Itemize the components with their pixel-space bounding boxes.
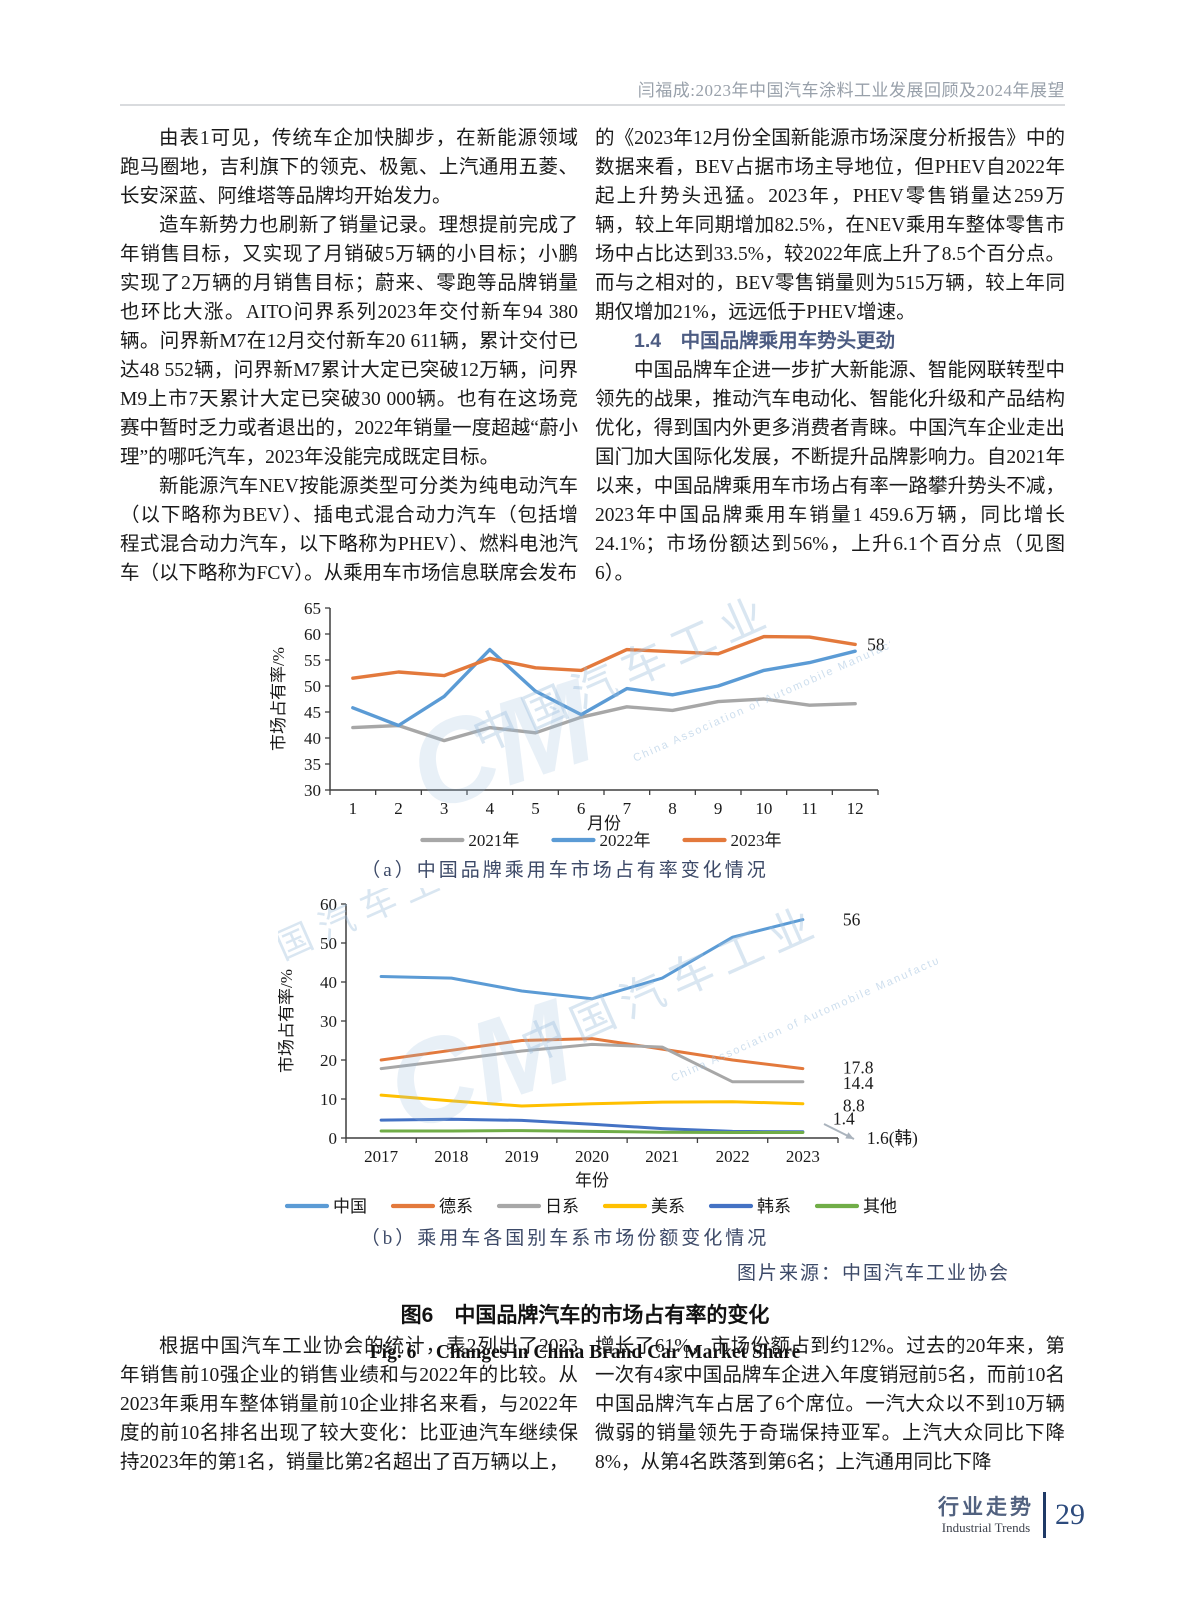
svg-text:韩系: 韩系 [757, 1197, 791, 1216]
running-head: 闫福成:2023年中国汽车涂料工业发展回顾及2024年展望 [637, 81, 1065, 100]
svg-text:5: 5 [531, 799, 540, 818]
svg-text:市场占有率/%: 市场占有率/% [278, 969, 296, 1073]
chart-market-share-by-origin: CM 中国汽车工业 中国汽车工业 China Association of Au… [278, 888, 938, 1218]
svg-text:1: 1 [349, 799, 358, 818]
svg-text:3: 3 [440, 799, 449, 818]
svg-text:美系: 美系 [651, 1197, 685, 1216]
figure-6: CM 中国汽车工业 China Association of Automobil… [120, 598, 1065, 1364]
figure-source: 图片来源：中国汽车工业协会 [736, 1263, 1010, 1284]
svg-text:45: 45 [304, 703, 321, 722]
svg-text:40: 40 [320, 973, 337, 992]
svg-text:30: 30 [320, 1012, 337, 1031]
footer-section-en: Industrial Trends [941, 1519, 1031, 1535]
paragraph: 新能源汽车NEV按能源类型可分类为纯电动汽车（以下略称为BEV）、插电式混合动力… [120, 476, 578, 584]
svg-text:65: 65 [304, 599, 321, 618]
svg-text:17.8: 17.8 [843, 1058, 874, 1078]
svg-text:1.4: 1.4 [833, 1109, 855, 1129]
paragraph: 增长了61%，市场份额占到约12%。过去的20年来，第一次有4家中国品牌车企进入… [595, 1336, 1065, 1473]
svg-text:2021: 2021 [645, 1147, 679, 1166]
header-rule [120, 104, 1065, 106]
svg-text:56: 56 [843, 910, 861, 930]
svg-text:9: 9 [714, 799, 723, 818]
paragraph: 由表1可见，传统车企加快脚步，在新能源领域跑马圈地，吉利旗下的领克、极氪、上汽通… [120, 128, 578, 207]
svg-text:58: 58 [867, 634, 885, 654]
column-bottom-left: 根据中国汽车工业协会的统计，表2列出了2023年销售前10强企业的销售业绩和与2… [120, 1332, 578, 1477]
paragraph: 的《2023年12月份全国新能源市场深度分析报告》中的数据来看，BEV占据市场主… [595, 128, 1065, 323]
paragraph: 根据中国汽车工业协会的统计，表2列出了2023年销售前10强企业的销售业绩和与2… [120, 1336, 578, 1473]
figure-title-zh: 图6 中国品牌汽车的市场占有率的变化 [400, 1304, 770, 1327]
svg-text:1.6(韩): 1.6(韩) [867, 1128, 918, 1148]
svg-text:2023: 2023 [786, 1147, 820, 1166]
column-bottom-right: 增长了61%，市场份额占到约12%。过去的20年来，第一次有4家中国品牌车企进入… [595, 1332, 1065, 1477]
svg-text:其他: 其他 [863, 1197, 897, 1216]
svg-text:8.8: 8.8 [843, 1096, 865, 1116]
svg-text:50: 50 [320, 934, 337, 953]
svg-text:2: 2 [394, 799, 403, 818]
svg-text:7: 7 [623, 799, 632, 818]
svg-text:60: 60 [304, 625, 321, 644]
svg-text:2018: 2018 [434, 1147, 468, 1166]
column-top-right: 的《2023年12月份全国新能源市场深度分析报告》中的数据来看，BEV占据市场主… [595, 124, 1065, 588]
caption-b: （b）乘用车各国别车系市场份额变化情况 [360, 1228, 770, 1249]
svg-text:2019: 2019 [505, 1147, 539, 1166]
svg-text:60: 60 [320, 895, 337, 914]
svg-text:12: 12 [847, 799, 864, 818]
footer-section: 行业走势 Industrial Trends [938, 1496, 1034, 1535]
svg-text:11: 11 [801, 799, 817, 818]
svg-text:日系: 日系 [545, 1197, 579, 1216]
svg-text:10: 10 [320, 1090, 337, 1109]
svg-text:2022: 2022 [716, 1147, 750, 1166]
svg-text:35: 35 [304, 755, 321, 774]
svg-text:0: 0 [329, 1129, 338, 1148]
chart-market-share-monthly: CM 中国汽车工业 China Association of Automobil… [270, 598, 890, 850]
section-heading: 1.4 中国品牌乘用车势头更劲 [634, 330, 896, 352]
svg-text:2017: 2017 [364, 1147, 399, 1166]
svg-text:10: 10 [755, 799, 772, 818]
svg-text:8: 8 [668, 799, 677, 818]
column-top-left: 由表1可见，传统车企加快脚步，在新能源领域跑马圈地，吉利旗下的领克、极氪、上汽通… [120, 124, 578, 588]
paragraph: 造车新势力也刷新了销量记录。理想提前完成了年销售目标，又实现了月销破5万辆的小目… [120, 215, 578, 468]
svg-text:40: 40 [304, 729, 321, 748]
svg-text:德系: 德系 [439, 1197, 473, 1216]
svg-text:50: 50 [304, 677, 321, 696]
svg-text:2022年: 2022年 [599, 831, 650, 850]
svg-text:2023年: 2023年 [731, 831, 782, 850]
svg-text:市场占有率/%: 市场占有率/% [270, 647, 288, 751]
svg-text:6: 6 [577, 799, 586, 818]
svg-text:年份: 年份 [575, 1171, 609, 1190]
paragraph: 中国品牌车企进一步扩大新能源、智能网联转型中领先的战果，推动汽车电动化、智能化升… [595, 360, 1065, 584]
page-footer: 行业走势 Industrial Trends 29 [938, 1492, 1085, 1538]
line-chart-b: 0 10 20 30 40 50 60 2017 2018 2019 2020 2021 2022 202… [278, 895, 918, 1216]
svg-text:30: 30 [304, 781, 321, 800]
svg-text:2021年: 2021年 [468, 831, 519, 850]
svg-text:月份: 月份 [587, 814, 621, 833]
svg-text:55: 55 [304, 651, 321, 670]
svg-text:2020: 2020 [575, 1147, 609, 1166]
svg-text:中国: 中国 [333, 1197, 367, 1216]
footer-section-zh: 行业走势 [938, 1495, 1034, 1519]
svg-text:14.4: 14.4 [843, 1073, 874, 1093]
svg-text:20: 20 [320, 1051, 337, 1070]
figure-title-en: Fig. 6 Changes in China Brand Car Market… [369, 1342, 801, 1363]
footer-divider [1043, 1492, 1046, 1538]
svg-text:4: 4 [486, 799, 495, 818]
caption-a: （a）中国品牌乘用车市场占有率变化情况 [361, 860, 769, 881]
page-number: 29 [1055, 1498, 1085, 1531]
